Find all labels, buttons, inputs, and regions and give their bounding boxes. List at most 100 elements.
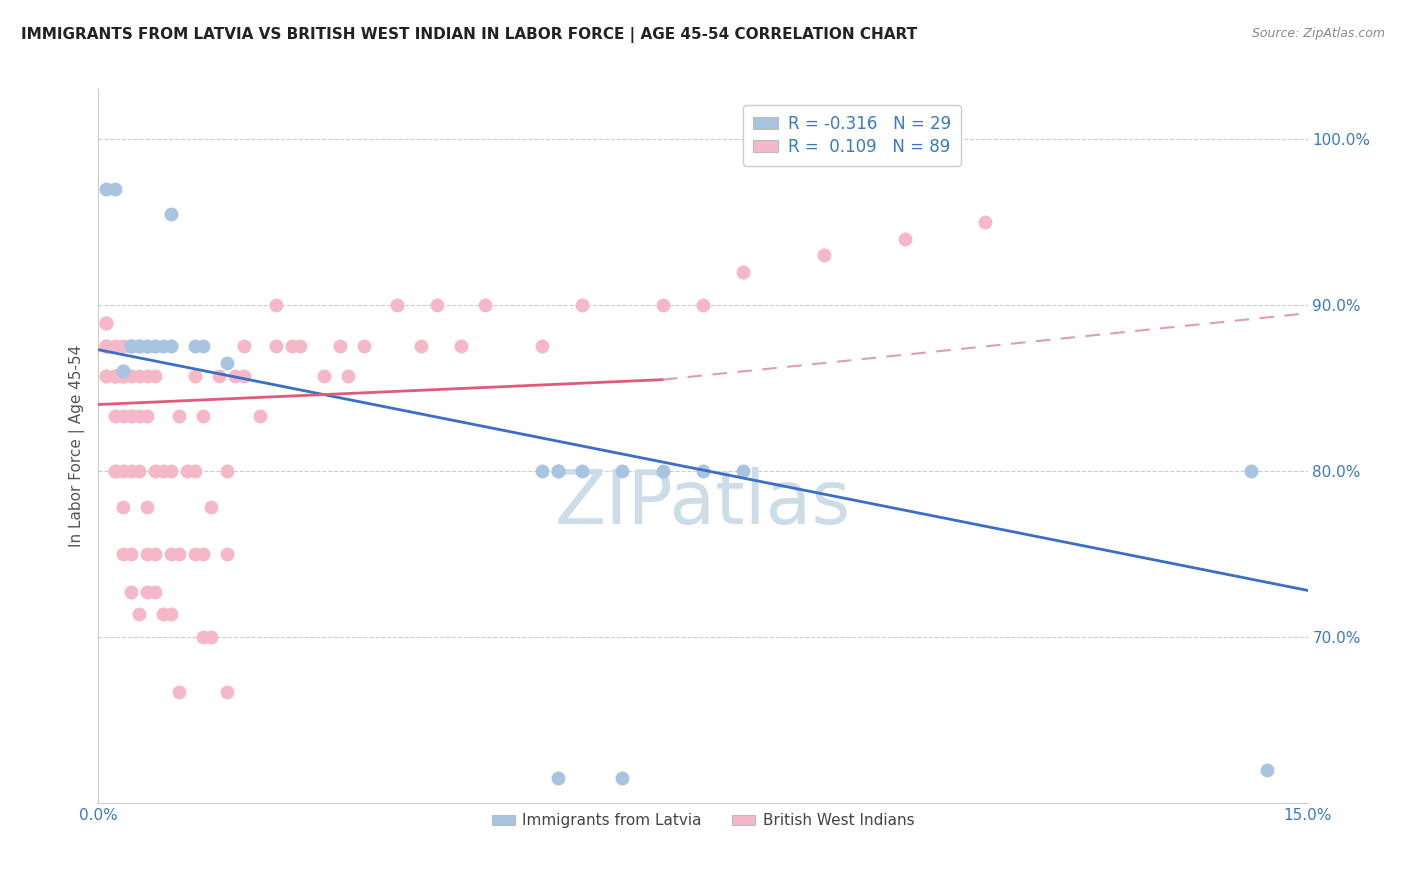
Point bbox=[103, 409, 125, 424]
Legend: Immigrants from Latvia, British West Indians: Immigrants from Latvia, British West Ind… bbox=[485, 807, 921, 834]
Point bbox=[337, 369, 360, 384]
Point bbox=[120, 464, 142, 478]
Point bbox=[120, 339, 142, 353]
Point bbox=[128, 464, 150, 478]
Point bbox=[135, 339, 157, 353]
Point bbox=[200, 630, 222, 644]
Point bbox=[547, 464, 569, 478]
Point bbox=[135, 585, 157, 599]
Point bbox=[612, 464, 634, 478]
Point bbox=[571, 464, 593, 478]
Point bbox=[96, 339, 118, 353]
Point bbox=[385, 298, 408, 312]
Point bbox=[120, 585, 142, 599]
Point bbox=[733, 464, 755, 478]
Point bbox=[143, 369, 166, 384]
Point bbox=[530, 339, 553, 353]
Point bbox=[193, 339, 215, 353]
Point bbox=[96, 339, 118, 353]
Point bbox=[217, 684, 239, 698]
Point bbox=[103, 369, 125, 384]
Point bbox=[96, 182, 118, 196]
Point bbox=[111, 364, 134, 378]
Point bbox=[193, 547, 215, 561]
Point bbox=[160, 339, 183, 353]
Point bbox=[120, 339, 142, 353]
Point bbox=[893, 231, 915, 245]
Point bbox=[733, 265, 755, 279]
Point bbox=[111, 369, 134, 384]
Point bbox=[264, 339, 287, 353]
Point bbox=[813, 248, 835, 262]
Point bbox=[96, 339, 118, 353]
Point bbox=[232, 369, 254, 384]
Point bbox=[288, 339, 311, 353]
Point bbox=[111, 500, 134, 515]
Point bbox=[217, 356, 239, 370]
Point bbox=[120, 409, 142, 424]
Point bbox=[135, 409, 157, 424]
Point bbox=[128, 409, 150, 424]
Point bbox=[111, 409, 134, 424]
Point bbox=[111, 339, 134, 353]
Point bbox=[135, 500, 157, 515]
Point bbox=[120, 547, 142, 561]
Point bbox=[111, 364, 134, 378]
Point bbox=[160, 207, 183, 221]
Point bbox=[143, 585, 166, 599]
Point bbox=[128, 369, 150, 384]
Point bbox=[200, 500, 222, 515]
Point bbox=[111, 547, 134, 561]
Point bbox=[103, 182, 125, 196]
Point bbox=[184, 369, 207, 384]
Point bbox=[128, 339, 150, 353]
Point bbox=[96, 369, 118, 384]
Point bbox=[152, 607, 174, 621]
Point bbox=[103, 369, 125, 384]
Point bbox=[167, 547, 190, 561]
Point bbox=[224, 369, 246, 384]
Point bbox=[651, 298, 673, 312]
Point bbox=[1240, 464, 1263, 478]
Point bbox=[111, 369, 134, 384]
Point bbox=[143, 339, 166, 353]
Point bbox=[547, 771, 569, 785]
Point bbox=[474, 298, 496, 312]
Point bbox=[232, 339, 254, 353]
Point bbox=[612, 771, 634, 785]
Point bbox=[217, 547, 239, 561]
Point bbox=[143, 339, 166, 353]
Point bbox=[176, 464, 198, 478]
Point bbox=[160, 607, 183, 621]
Point bbox=[160, 547, 183, 561]
Point bbox=[128, 607, 150, 621]
Point bbox=[143, 547, 166, 561]
Point bbox=[547, 464, 569, 478]
Point bbox=[120, 409, 142, 424]
Point bbox=[103, 339, 125, 353]
Y-axis label: In Labor Force | Age 45-54: In Labor Force | Age 45-54 bbox=[69, 345, 84, 547]
Text: ZIPatlas: ZIPatlas bbox=[555, 467, 851, 540]
Point bbox=[353, 339, 375, 353]
Point bbox=[160, 339, 183, 353]
Point bbox=[450, 339, 472, 353]
Point bbox=[128, 339, 150, 353]
Point bbox=[167, 409, 190, 424]
Point bbox=[281, 339, 304, 353]
Point bbox=[426, 298, 449, 312]
Point bbox=[651, 464, 673, 478]
Point bbox=[329, 339, 352, 353]
Point bbox=[135, 339, 157, 353]
Point bbox=[249, 409, 271, 424]
Point bbox=[103, 369, 125, 384]
Point bbox=[571, 298, 593, 312]
Point bbox=[152, 339, 174, 353]
Point bbox=[184, 547, 207, 561]
Point bbox=[193, 630, 215, 644]
Point bbox=[103, 464, 125, 478]
Point bbox=[167, 684, 190, 698]
Point bbox=[111, 464, 134, 478]
Point bbox=[208, 369, 231, 384]
Point bbox=[184, 339, 207, 353]
Point bbox=[96, 316, 118, 330]
